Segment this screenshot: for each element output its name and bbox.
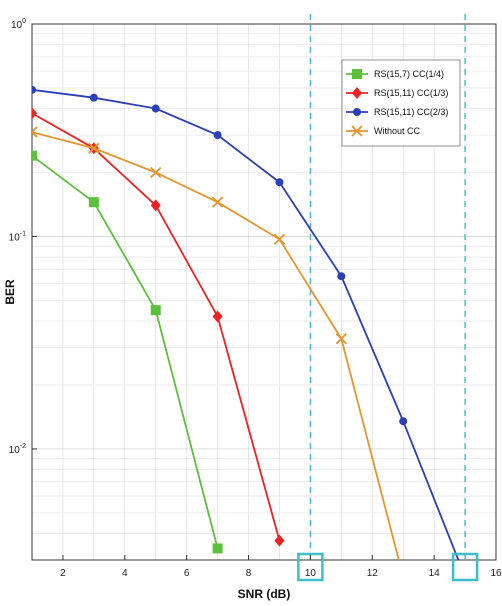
legend-label: RS(15,11) CC(1/3) [374,88,448,98]
legend-marker [352,87,362,99]
legend-label: Without CC [374,126,421,136]
data-point [337,272,346,281]
x-tick-label: 2 [60,568,66,579]
data-point [335,333,347,345]
legend-entry: Without CC [346,125,421,137]
legend-entry: RS(15,11) CC(1/3) [346,87,448,99]
series-group [32,85,460,560]
legend-marker [353,108,361,116]
plot-frame [31,23,497,561]
y-axis-ticks: 100 10-1 10-2 [9,18,37,456]
data-point [275,178,284,187]
data-point [273,233,286,245]
data-point [150,166,162,179]
series-line [32,88,460,560]
y-tick-label: 10-1 [9,230,26,243]
annotation-box-10 [297,552,324,582]
series-1 [32,150,223,554]
x-tick-label: 10 [305,568,317,579]
data-point [150,305,161,316]
annotation-lines [309,14,466,560]
data-point [32,150,37,161]
series-3 [32,85,460,560]
data-point [212,310,223,323]
x-tick-label: 12 [367,568,379,579]
annotation-box-15 [451,552,479,582]
legend: RS(15,7) CC(1/4) RS(15,11) CC(1/3) RS(15,1… [341,59,461,147]
x-tick-label: 4 [122,568,128,579]
legend-marker [352,69,362,79]
data-point [211,196,224,208]
series-4 [32,126,400,560]
legend-label: RS(15,11) CC(2/3) [374,107,448,117]
data-point [212,543,223,554]
x-tick-label: 6 [184,568,190,579]
x-tick-label: 14 [429,568,441,579]
data-point [274,534,285,547]
legend-marker [351,125,363,137]
data-point [88,142,100,154]
data-point [32,85,36,94]
legend-entry: RS(15,11) CC(2/3) [346,107,448,117]
x-axis-label: SNR (dB) [238,587,291,601]
y-tick-label: 100 [11,18,26,31]
x-axis-ticks: 2 4 6 8 10 12 14 16 [60,555,502,579]
data-point [88,197,99,208]
y-tick-label: 10-2 [9,443,26,456]
data-point [32,107,37,120]
data-point [150,199,161,212]
data-point [213,131,222,140]
data-point [399,417,408,426]
data-point [32,126,38,138]
x-tick-label: 8 [246,568,252,579]
legend-entry: RS(15,7) CC(1/4) [346,69,444,79]
data-point [89,93,98,102]
annotation-boxes [297,552,479,582]
legend-label: RS(15,7) CC(1/4) [374,69,444,79]
series-line [32,154,219,549]
y-axis-label: BER [3,279,17,305]
x-tick-label: 16 [490,568,502,579]
data-point [151,104,160,113]
